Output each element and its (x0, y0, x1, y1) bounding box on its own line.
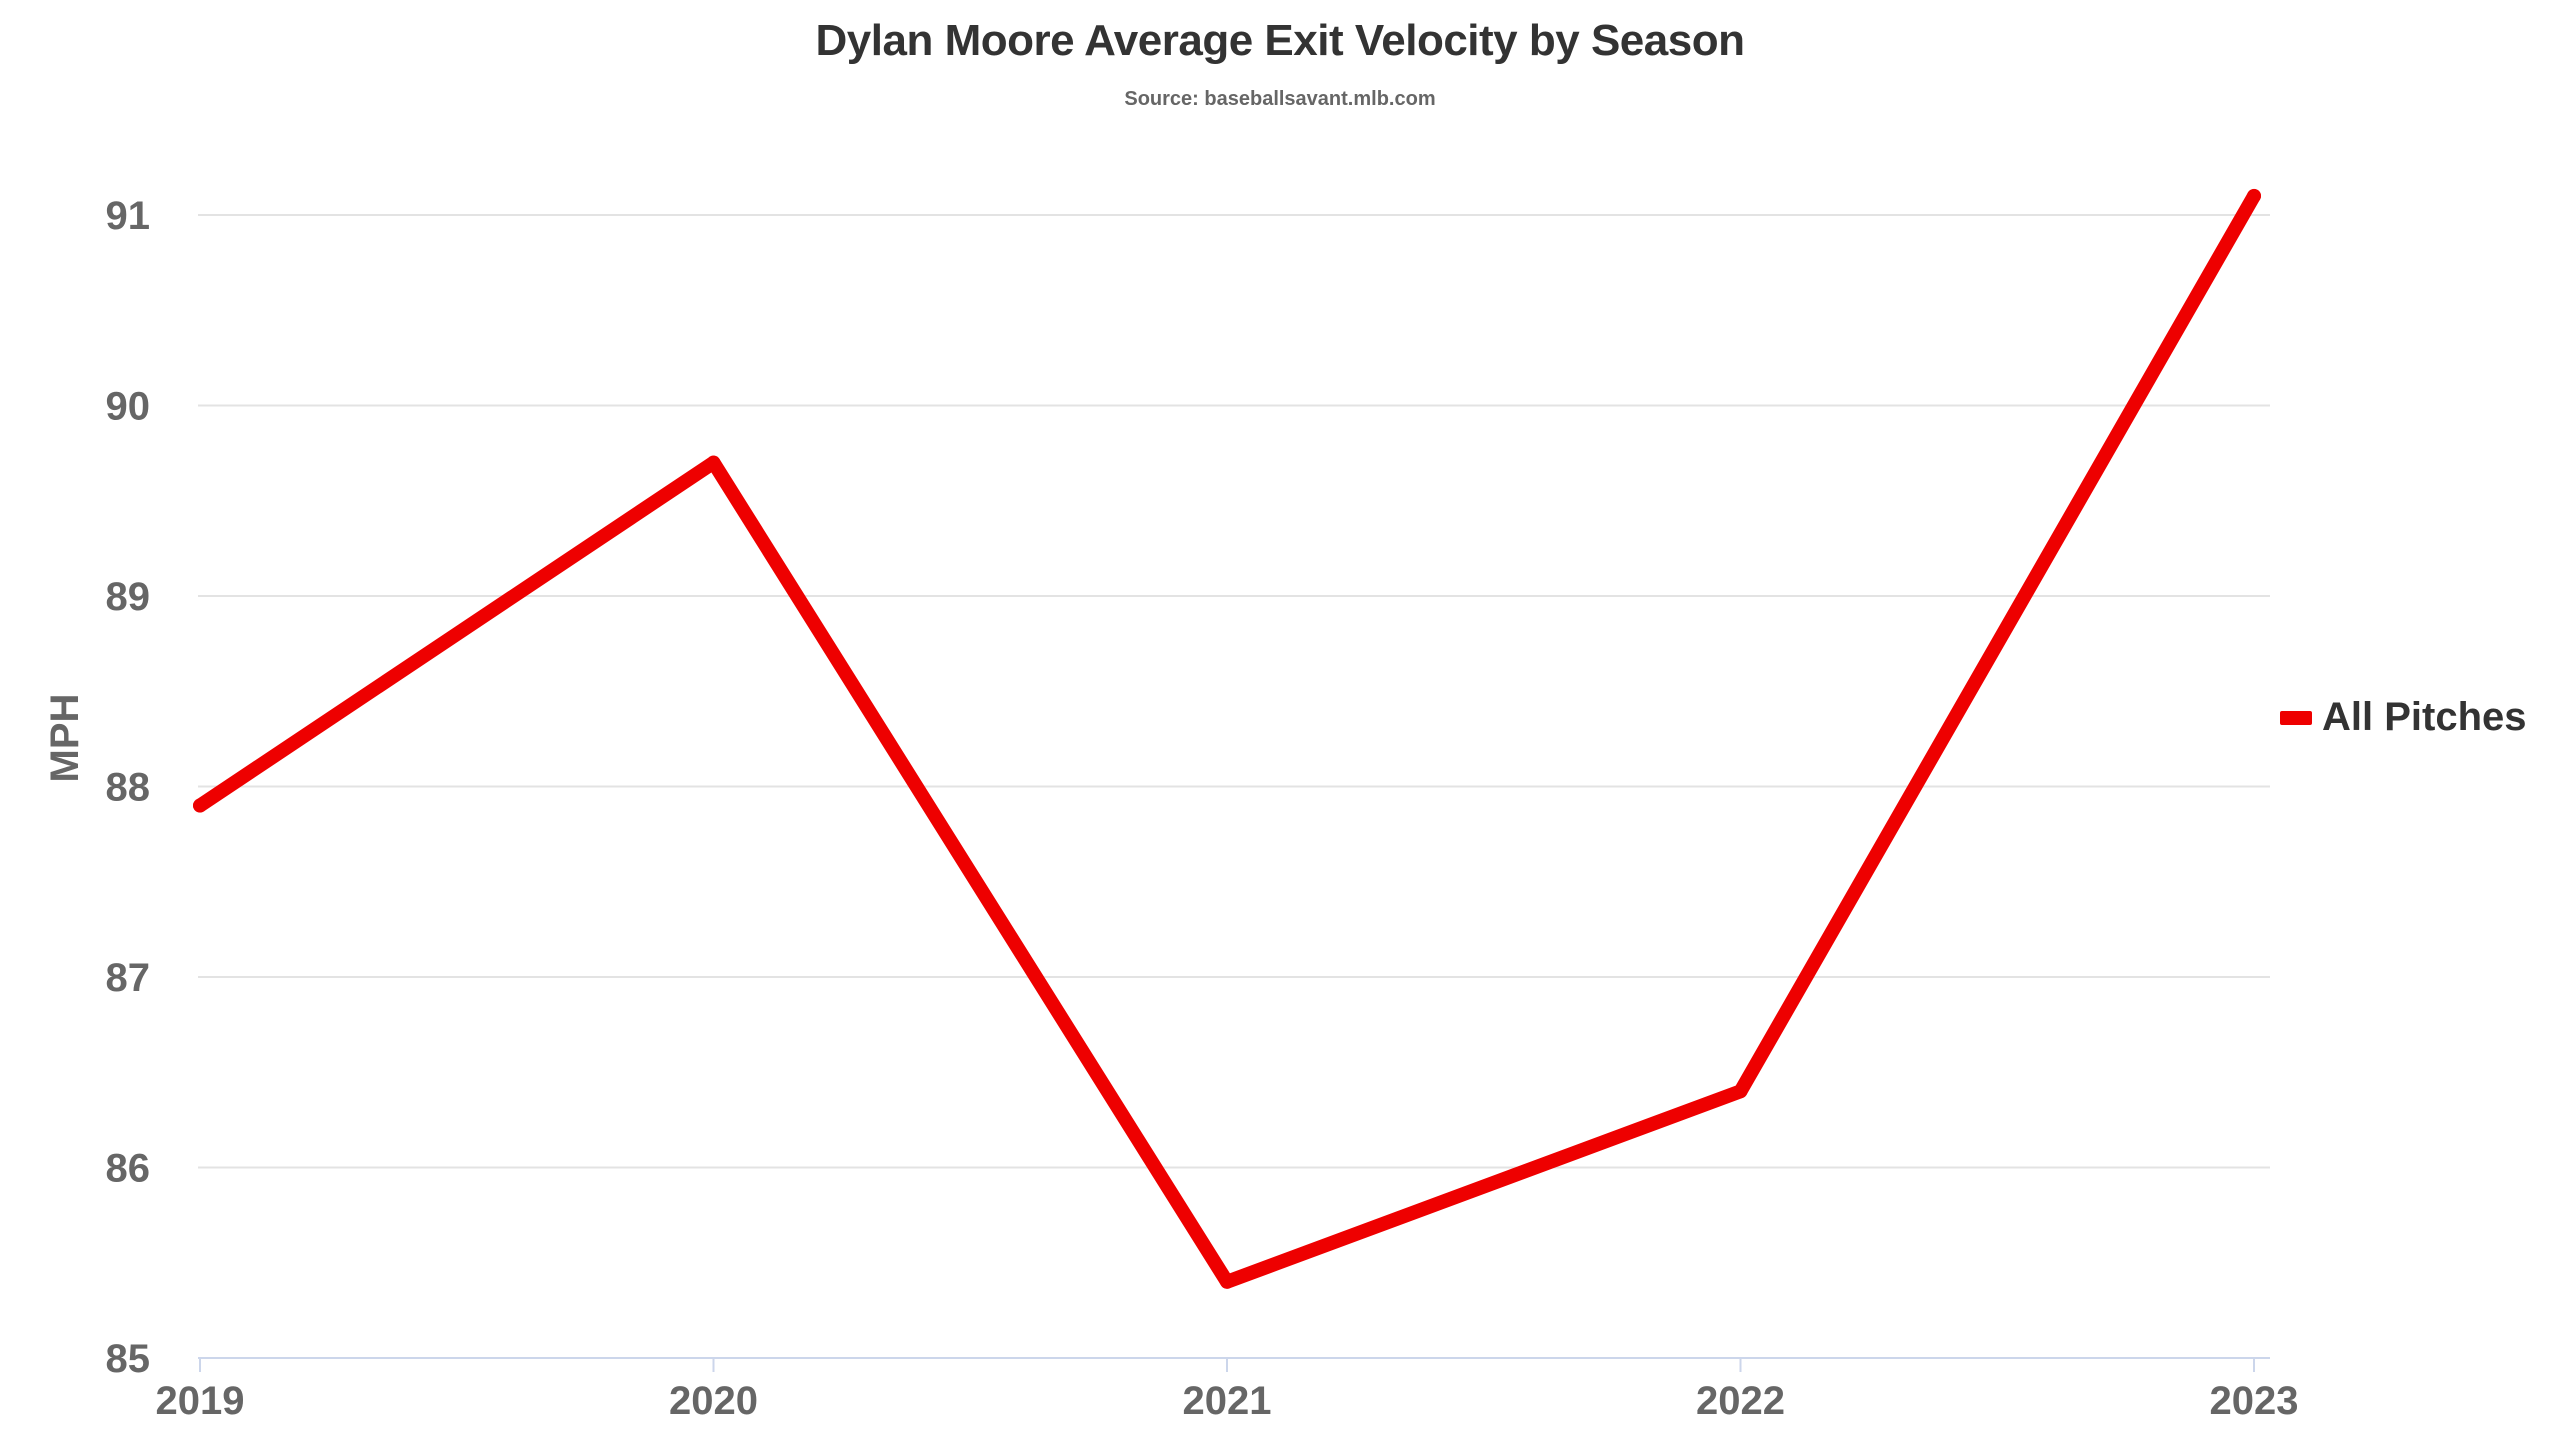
y-axis-title: MPH (43, 694, 87, 783)
x-tick-label-2019: 2019 (156, 1379, 245, 1423)
x-tick-label-2020: 2020 (669, 1379, 758, 1423)
y-tick-label-86: 86 (106, 1147, 151, 1191)
y-tick-label-89: 89 (106, 575, 151, 619)
legend[interactable]: All Pitches (2280, 695, 2527, 740)
y-axis-labels: 85 86 87 88 89 90 91 (106, 194, 151, 1381)
legend-swatch (2280, 710, 2312, 725)
series-group (193, 188, 2261, 1289)
y-tick-label-90: 90 (106, 385, 151, 429)
y-tick-label-91: 91 (106, 194, 151, 238)
series-line-all-pitches[interactable] (193, 188, 2261, 1289)
legend-label-all-pitches: All Pitches (2322, 695, 2527, 739)
data-point-2020[interactable] (706, 455, 721, 470)
data-point-2019[interactable] (193, 798, 207, 813)
x-tick-label-2023: 2023 (2210, 1379, 2299, 1423)
y-tick-label-85: 85 (106, 1337, 151, 1381)
x-axis: 2019 2020 2021 2022 2023 (156, 1357, 2299, 1423)
chart-subtitle: Source: baseballsavant.mlb.com (1124, 88, 1436, 110)
y-tick-label-87: 87 (106, 956, 151, 1000)
x-tick-label-2021: 2021 (1183, 1379, 1272, 1423)
y-tick-label-88: 88 (106, 766, 151, 810)
data-point-2021[interactable] (1220, 1274, 1234, 1289)
chart-title: Dylan Moore Average Exit Velocity by Sea… (815, 16, 1745, 65)
data-point-2023[interactable] (2247, 188, 2261, 203)
grid-lines (198, 214, 2270, 1169)
x-tick-label-2022: 2022 (1696, 1379, 1785, 1423)
data-point-2022[interactable] (1733, 1084, 1748, 1099)
